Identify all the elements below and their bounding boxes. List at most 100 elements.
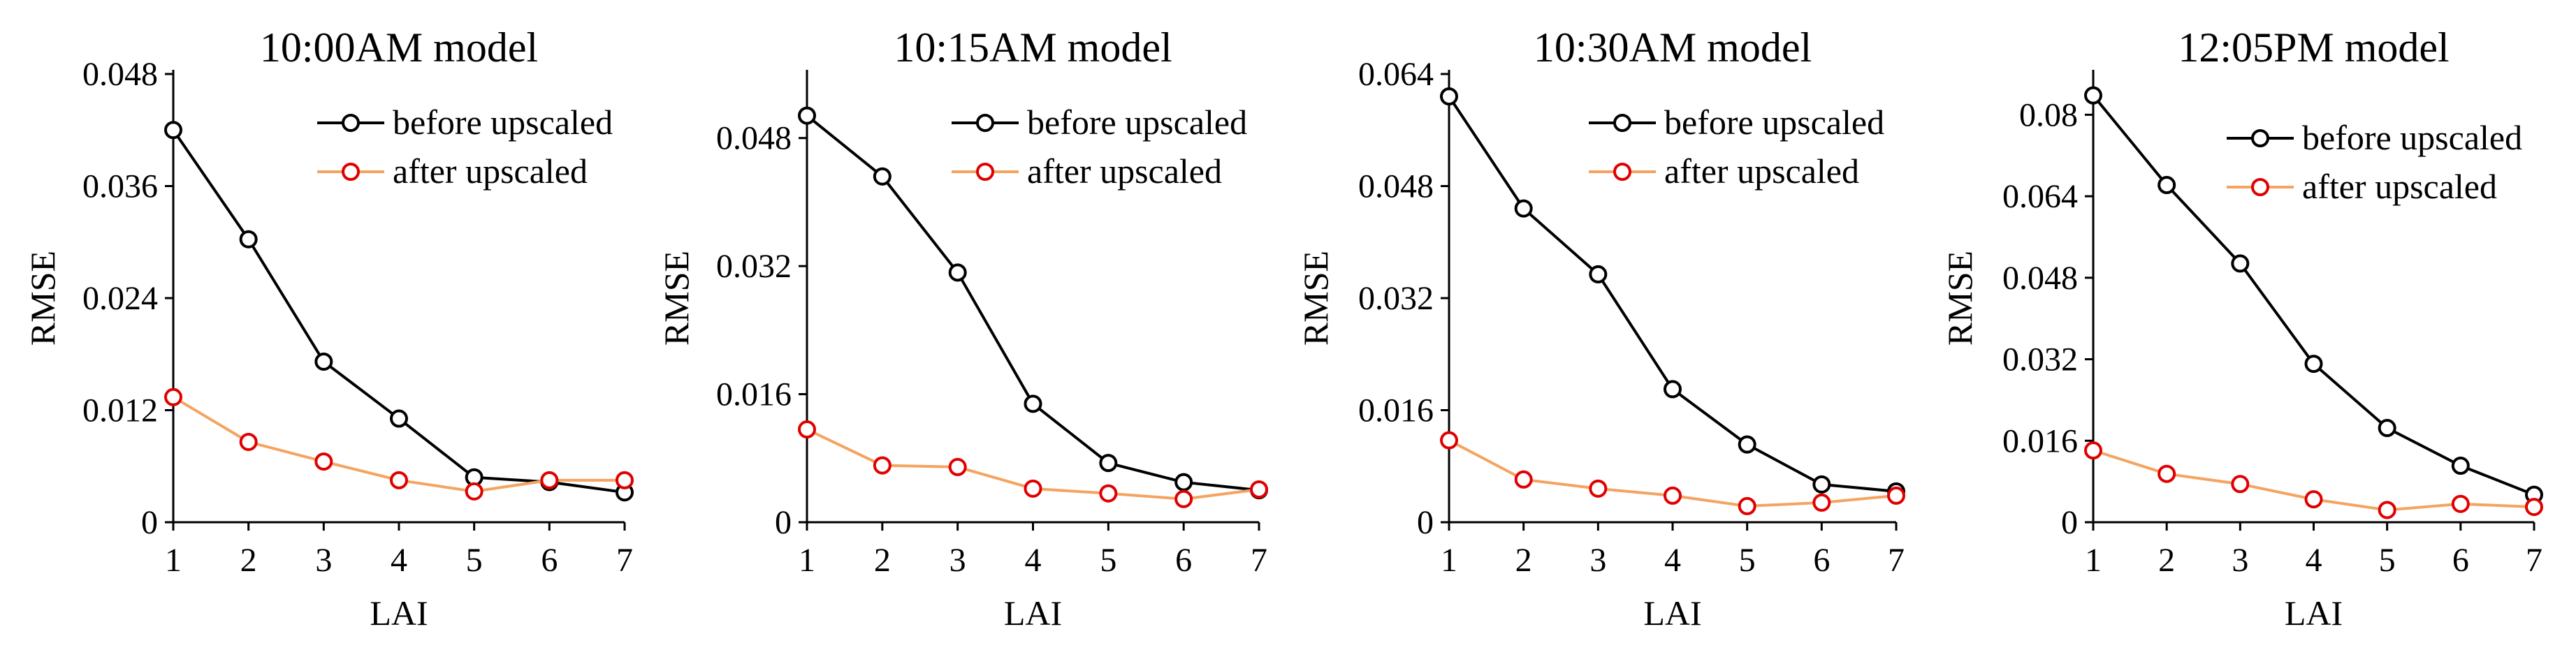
x-tick-label: 2	[874, 542, 891, 579]
legend-label: before upscaled	[1664, 103, 1884, 142]
data-point-before-4	[390, 409, 408, 428]
y-tick-label: 0.024	[82, 280, 158, 317]
legend-swatch-marker	[976, 163, 994, 181]
x-axis-label: LAI	[2285, 593, 2343, 633]
data-point-before-2	[1514, 199, 1533, 218]
legend: before upscaled after upscaled	[952, 103, 1247, 191]
data-point-before-1	[1440, 87, 1458, 106]
x-tick-label: 6	[541, 542, 558, 579]
data-point-after-6	[2451, 494, 2470, 513]
x-tick-label: 3	[2232, 542, 2248, 579]
data-point-after-4	[2304, 490, 2323, 509]
data-point-after-3	[948, 457, 967, 476]
x-tick-label: 6	[1175, 542, 1192, 579]
x-tick-label: 7	[1251, 542, 1267, 579]
data-point-before-3	[2231, 254, 2250, 273]
chart-panel-3: 10:30AM model 0 0.016 0.032 0.048 0.064 1 2 3 4 5 6…	[1296, 24, 1905, 633]
data-point-after-1	[2084, 441, 2102, 460]
data-point-after-5	[1099, 484, 1118, 503]
y-tick-label: 0.032	[2002, 341, 2078, 378]
y-tick-label: 0.032	[716, 248, 792, 285]
data-point-before-6	[1812, 475, 1831, 494]
y-tick-label: 0.048	[1358, 168, 1434, 205]
legend-label: before upscaled	[1027, 103, 1247, 142]
data-point-before-2	[2157, 176, 2176, 195]
legend-swatch-marker	[2251, 178, 2269, 196]
data-point-before-4	[1024, 394, 1042, 413]
y-tick-label: 0.016	[716, 376, 792, 413]
data-point-after-6	[540, 471, 559, 489]
data-point-after-1	[1440, 431, 1458, 450]
chart-title: 10:15AM model	[894, 24, 1172, 71]
data-point-after-2	[873, 456, 892, 475]
data-point-before-3	[948, 263, 967, 282]
y-tick-label: 0	[775, 504, 792, 541]
x-tick-label: 3	[949, 542, 966, 579]
data-point-after-1	[164, 387, 182, 406]
data-point-after-7	[2525, 498, 2543, 517]
x-tick-label: 7	[616, 542, 633, 579]
legend: before upscaled after upscaled	[2227, 118, 2522, 206]
x-axis-label: LAI	[1004, 593, 1062, 633]
legend-swatch-marker	[2251, 129, 2269, 147]
chart-title: 12:05PM model	[2178, 24, 2449, 71]
legend: before upscaled after upscaled	[1589, 103, 1884, 191]
chart-title: 10:00AM model	[260, 24, 538, 71]
y-tick-label: 0.064	[2002, 178, 2078, 215]
data-point-after-7	[1250, 480, 1268, 498]
y-tick-label: 0.016	[2002, 422, 2078, 459]
x-tick-label: 3	[1589, 542, 1606, 579]
data-point-before-5	[1099, 454, 1118, 473]
x-axis-label: LAI	[1643, 593, 1701, 633]
y-tick-label: 0.08	[2019, 96, 2078, 133]
data-point-after-4	[1024, 479, 1042, 498]
y-tick-label: 0.032	[1358, 280, 1434, 317]
x-tick-label: 4	[1025, 542, 1042, 579]
legend-swatch-marker	[1613, 114, 1631, 132]
data-point-after-1	[798, 420, 816, 439]
legend: before upscaled after upscaled	[317, 103, 613, 191]
x-tick-label: 4	[1664, 542, 1681, 579]
data-point-after-2	[2157, 464, 2176, 483]
chart-title: 10:30AM model	[1534, 24, 1812, 71]
y-tick-label: 0	[2061, 504, 2078, 541]
legend-label: before upscaled	[2302, 118, 2522, 157]
data-point-before-4	[2304, 355, 2323, 374]
data-point-before-1	[164, 121, 182, 140]
data-point-before-2	[873, 167, 892, 186]
y-tick-label: 0.016	[1358, 392, 1434, 429]
y-axis-label: RMSE	[23, 251, 62, 346]
data-point-after-3	[314, 452, 333, 471]
y-tick-label: 0	[141, 504, 158, 541]
legend-label: before upscaled	[393, 103, 613, 142]
legend-label: after upscaled	[2302, 167, 2497, 206]
data-point-before-3	[1589, 265, 1608, 283]
chart-panel-2: 10:15AM model 0 0.016 0.032 0.048 1 2 3 4 5 6 7 LAI R…	[657, 24, 1268, 633]
x-tick-label: 2	[2158, 542, 2175, 579]
data-point-after-3	[1589, 479, 1608, 498]
y-tick-label: 0.048	[716, 120, 792, 157]
x-tick-label: 5	[1739, 542, 1756, 579]
legend-swatch-marker	[342, 163, 360, 181]
legend-swatch-marker	[1613, 163, 1631, 181]
y-tick-label: 0.048	[2002, 260, 2078, 297]
x-tick-label: 2	[1515, 542, 1532, 579]
data-point-before-2	[239, 230, 258, 249]
x-tick-label: 5	[1100, 542, 1116, 579]
legend-swatch-marker	[342, 114, 360, 132]
data-point-before-5	[1738, 435, 1756, 454]
data-point-before-6	[1174, 473, 1193, 492]
data-point-before-4	[1664, 380, 1682, 399]
data-point-after-6	[1174, 489, 1193, 508]
x-tick-label: 1	[799, 542, 815, 579]
legend-label: after upscaled	[1027, 152, 1222, 191]
x-tick-label: 3	[315, 542, 332, 579]
x-tick-label: 7	[2526, 542, 2542, 579]
y-tick-label: 0.048	[82, 56, 158, 93]
x-tick-label: 2	[240, 542, 257, 579]
y-tick-label: 0.036	[82, 168, 158, 205]
data-point-before-5	[2378, 419, 2396, 438]
chart-panel-4: 12:05PM model 0 0.016 0.032 0.048 0.064 0.08 1 2…	[1940, 24, 2543, 633]
x-tick-label: 7	[1888, 542, 1905, 579]
